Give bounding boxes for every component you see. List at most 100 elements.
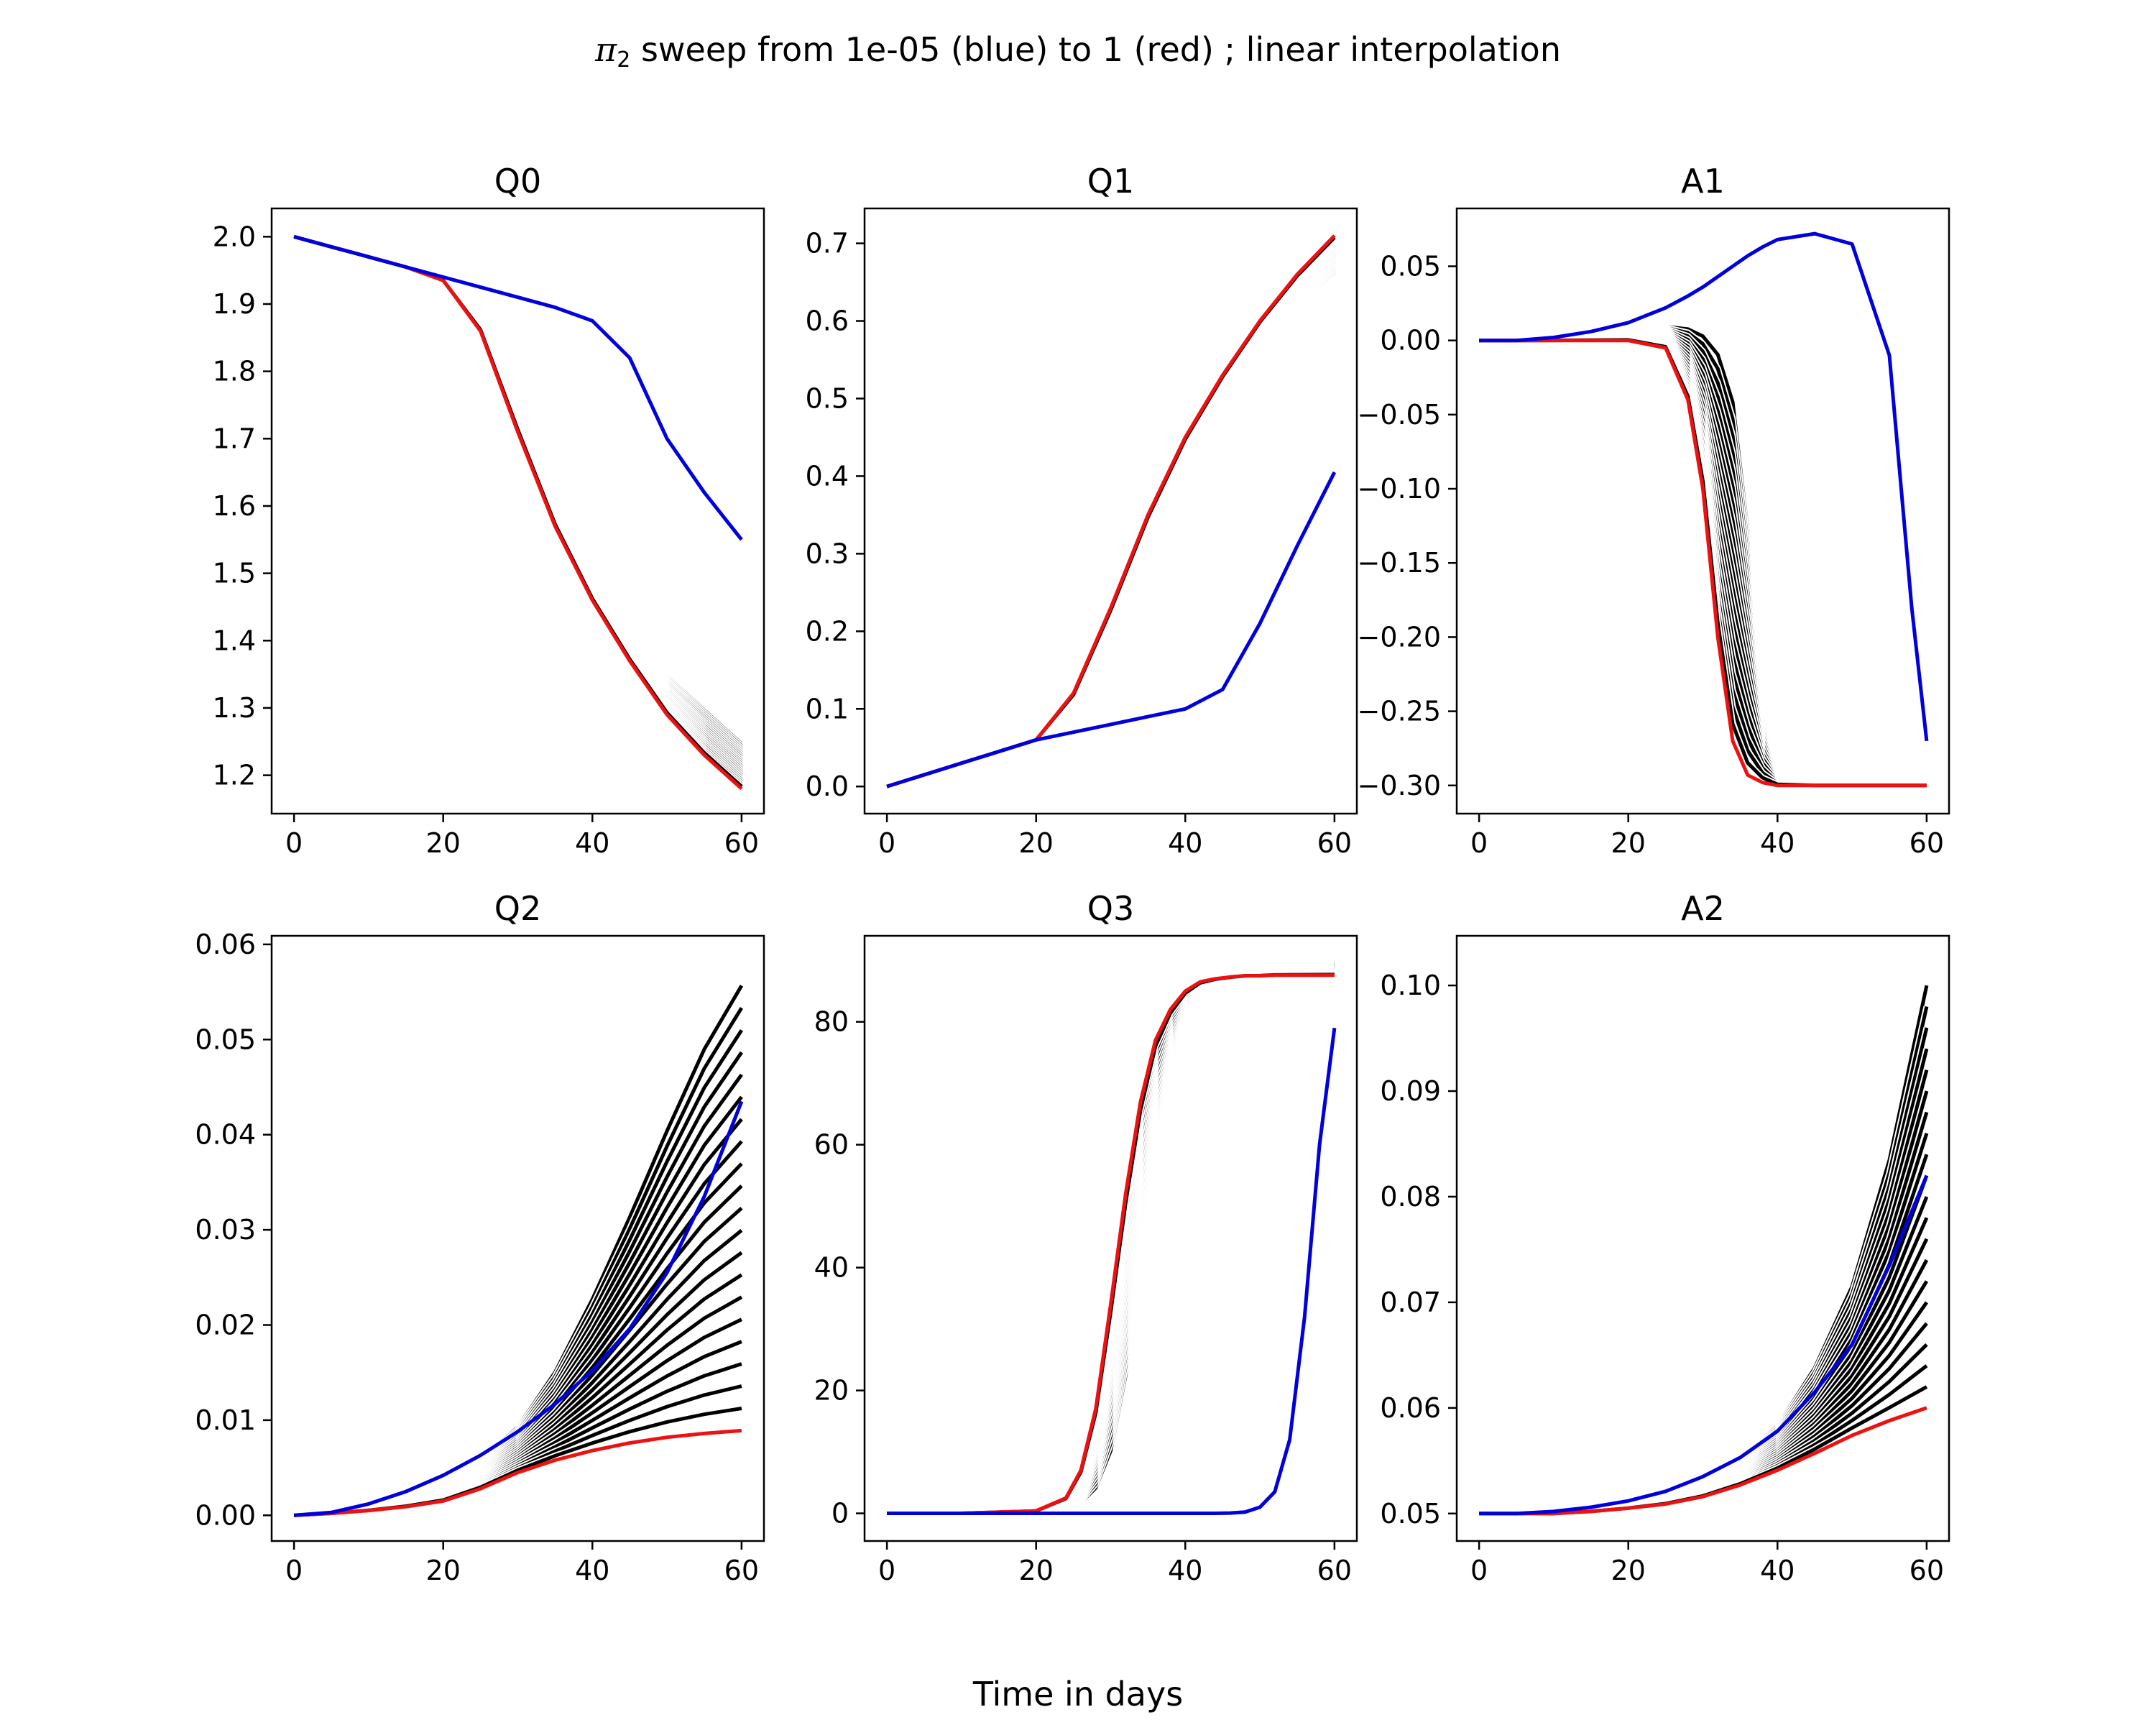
x-tick-label: 0 bbox=[285, 1555, 303, 1586]
series-line-blue bbox=[1479, 1174, 1929, 1516]
x-tick-label: 20 bbox=[1611, 827, 1646, 859]
x-tick-label: 40 bbox=[1760, 1555, 1795, 1586]
series-group bbox=[1479, 231, 1929, 789]
y-tick-label: 0.04 bbox=[195, 1119, 256, 1151]
x-tick-label: 0 bbox=[878, 827, 895, 859]
y-tick-label: 1.5 bbox=[213, 558, 256, 589]
y-tick-label: 1.8 bbox=[213, 356, 256, 387]
x-tick-label: 40 bbox=[1168, 1555, 1202, 1586]
y-tick-label: 0.06 bbox=[195, 929, 256, 960]
y-tick-label: 20 bbox=[814, 1375, 849, 1407]
y-tick-label: 0 bbox=[831, 1498, 849, 1530]
series-line-blue bbox=[1479, 231, 1929, 742]
subplot-a1: 0 20 40 60 0.05 0.00 −0.05 −0.10 −0.15 −0.20 −0.25… bbox=[1358, 162, 1950, 859]
x-tick-label: 20 bbox=[426, 827, 461, 859]
series-line-red bbox=[293, 1428, 742, 1517]
x-tick-label: 40 bbox=[575, 827, 609, 859]
series-line-blue bbox=[886, 471, 1337, 788]
x-tick-label: 0 bbox=[878, 1555, 895, 1586]
subplot-q1: 0 20 40 60 0.0 0.1 0.2 0.3 0.4 0.5 0.6 0.7 Q1 bbox=[806, 162, 1358, 859]
y-tick-label: 1.4 bbox=[213, 625, 256, 656]
series-group bbox=[887, 960, 1337, 1517]
y-tick-label: 0.7 bbox=[806, 228, 849, 259]
x-tick-label: 40 bbox=[575, 1555, 609, 1586]
y-tick-label: 1.2 bbox=[213, 760, 256, 791]
y-tick-label: 1.7 bbox=[213, 423, 256, 454]
y-tick-label: 1.6 bbox=[213, 490, 256, 522]
x-tick-label: 40 bbox=[1760, 827, 1795, 859]
x-tick-label: 60 bbox=[1909, 1555, 1944, 1586]
series-line-red bbox=[1479, 339, 1927, 788]
x-tick-label: 60 bbox=[724, 1555, 759, 1586]
x-tick-label: 60 bbox=[724, 827, 759, 859]
title-subscript: 2 bbox=[617, 47, 631, 73]
y-tick-label: 2.0 bbox=[213, 221, 256, 252]
x-tick-label: 20 bbox=[1019, 1555, 1054, 1586]
subplot-title: A1 bbox=[1681, 162, 1725, 201]
subplot-title: A2 bbox=[1681, 889, 1725, 928]
y-tick-label: −0.30 bbox=[1358, 770, 1441, 801]
y-tick-label: 40 bbox=[814, 1252, 849, 1284]
y-tick-label: 0.5 bbox=[806, 382, 849, 414]
subplot-title: Q2 bbox=[494, 889, 541, 928]
y-tick-label: −0.25 bbox=[1358, 696, 1441, 727]
y-tick-label: −0.05 bbox=[1358, 399, 1441, 431]
axes-frame bbox=[1455, 207, 1950, 815]
y-tick-label: 80 bbox=[814, 1006, 849, 1038]
axes-frame bbox=[270, 207, 765, 815]
x-tick-label: 60 bbox=[1909, 827, 1944, 859]
y-tick-label: 0.08 bbox=[1380, 1181, 1441, 1213]
series-group bbox=[1479, 985, 1930, 1517]
subplot-q3: 0 20 40 60 0 20 40 60 80 Q3 bbox=[814, 889, 1358, 1586]
y-tick-label: 0.2 bbox=[806, 615, 849, 647]
x-tick-label: 0 bbox=[1470, 1555, 1488, 1586]
axes-frame bbox=[270, 934, 765, 1542]
y-tick-label: −0.15 bbox=[1358, 547, 1441, 579]
x-axis-label: Time in days bbox=[972, 1675, 1184, 1714]
figure-title: π2 sweep from 1e-05 (blue) to 1 (red) ; … bbox=[0, 30, 2156, 73]
y-tick-label: 0.00 bbox=[1380, 325, 1441, 356]
y-tick-label: 0.4 bbox=[806, 460, 849, 492]
subplot-title: Q3 bbox=[1087, 889, 1134, 928]
y-tick-label: 0.01 bbox=[195, 1404, 256, 1436]
y-tick-label: 0.05 bbox=[195, 1024, 256, 1055]
series-line-blue bbox=[293, 234, 743, 541]
x-tick-label: 20 bbox=[1019, 827, 1054, 859]
subplot-title: Q0 bbox=[494, 162, 541, 201]
x-tick-label: 40 bbox=[1168, 827, 1202, 859]
y-tick-label: 0.05 bbox=[1380, 1498, 1441, 1530]
y-tick-label: 0.00 bbox=[195, 1499, 256, 1531]
axes-frame bbox=[863, 934, 1358, 1542]
x-tick-label: 0 bbox=[1470, 827, 1488, 859]
subplot-title: Q1 bbox=[1087, 162, 1134, 201]
series-group bbox=[293, 984, 745, 1519]
axes-frame bbox=[1455, 934, 1950, 1542]
y-tick-label: 0.02 bbox=[195, 1309, 256, 1340]
series-line-blue bbox=[293, 1100, 744, 1517]
subplot-a2: 0 20 40 60 0.05 0.06 0.07 0.08 0.09 0.10 A2 bbox=[1380, 889, 1950, 1586]
series-line-red bbox=[887, 973, 1335, 1515]
x-tick-label: 0 bbox=[285, 827, 303, 859]
y-tick-label: 0.6 bbox=[806, 305, 849, 337]
y-tick-label: 0.1 bbox=[806, 693, 849, 724]
y-tick-label: 0.10 bbox=[1380, 970, 1441, 1001]
y-tick-label: −0.10 bbox=[1358, 473, 1441, 505]
y-tick-label: 0.09 bbox=[1380, 1075, 1441, 1107]
x-tick-label: 60 bbox=[1317, 827, 1352, 859]
y-tick-label: −0.20 bbox=[1358, 621, 1441, 653]
y-tick-label: 0.05 bbox=[1380, 250, 1441, 282]
y-tick-label: 60 bbox=[814, 1129, 849, 1161]
y-tick-label: 0.3 bbox=[806, 538, 849, 569]
title-symbol: π bbox=[595, 30, 617, 69]
y-tick-label: 0.06 bbox=[1380, 1392, 1441, 1424]
axes-frame bbox=[863, 207, 1358, 815]
y-tick-label: 0.0 bbox=[806, 770, 849, 802]
subplot-q2: 0 20 40 60 0.00 0.01 0.02 0.03 0.04 0.05 0.06 Q2 bbox=[195, 889, 765, 1586]
series-group bbox=[292, 233, 744, 791]
series-line-red bbox=[1479, 1406, 1927, 1516]
y-tick-label: 1.9 bbox=[213, 288, 256, 320]
series-group bbox=[885, 234, 1337, 790]
y-tick-label: 1.3 bbox=[213, 692, 256, 724]
y-tick-label: 0.03 bbox=[195, 1214, 256, 1246]
